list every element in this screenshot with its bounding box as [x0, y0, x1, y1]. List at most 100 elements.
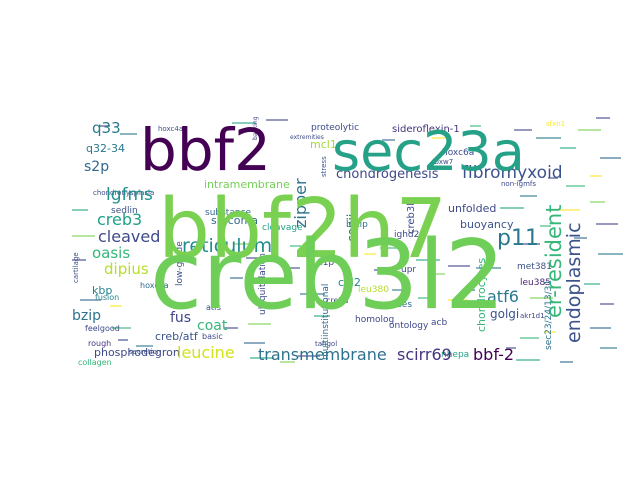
word-upr: upr	[401, 265, 416, 275]
word-intramembrane: intramembrane	[204, 178, 290, 191]
word-fibromyxoid: fibromyxoid	[462, 163, 563, 183]
word-stress: stress	[320, 156, 328, 177]
filler-word-mark	[418, 297, 429, 299]
filler-word-mark	[72, 209, 88, 211]
filler-word-mark	[224, 327, 238, 329]
word-akr1d1: akr1d1	[520, 312, 545, 320]
filler-word-mark	[536, 137, 561, 139]
filler-word-mark	[248, 323, 271, 325]
word-creb3l1: creb3l1	[406, 197, 417, 234]
filler-word-mark	[578, 129, 601, 131]
word-bbf-2: bbf-2	[473, 345, 514, 364]
word-hoxc8a: hoxc8a	[140, 281, 169, 290]
word-chondrogenesis: chondrogenesis	[336, 167, 439, 182]
word-non-igmfs: non-igmfs	[501, 180, 536, 188]
word-proteolytic: proteolytic	[311, 123, 359, 133]
filler-word-mark	[300, 293, 325, 295]
word-dipius: dipius	[104, 260, 149, 278]
filler-word-mark	[590, 327, 611, 329]
filler-word-mark	[136, 345, 153, 347]
filler-word-mark	[244, 130, 259, 132]
filler-word-mark	[118, 339, 128, 341]
filler-word-mark	[566, 185, 585, 187]
filler-word-mark	[234, 243, 249, 245]
filler-word-mark	[560, 361, 573, 363]
word-creb-atf: creb/atf	[155, 330, 199, 343]
filler-word-mark	[112, 327, 131, 329]
filler-word-mark	[520, 337, 539, 339]
word-atf6: atf6	[487, 287, 519, 306]
word-low-grade: low-grade	[175, 241, 185, 286]
word-collagen: collagen	[78, 358, 112, 367]
filler-word-mark	[120, 133, 137, 135]
word-fbxw7: fbxw7	[432, 158, 453, 166]
filler-word-mark	[72, 259, 86, 261]
word-kbp: kbp	[92, 284, 112, 297]
filler-word-mark	[460, 241, 478, 243]
word-chondrodysplasia: chondrodysplasia	[93, 189, 154, 197]
word-bbf2: bbf2	[140, 116, 271, 184]
filler-word-mark	[520, 195, 537, 197]
filler-word-mark	[282, 267, 300, 269]
word-s1p: s1p	[318, 258, 334, 268]
word-cleaved: cleaved	[98, 227, 160, 246]
filler-word-mark	[250, 357, 274, 359]
word-ighd2: ighd2	[394, 230, 419, 240]
word-zipper: zipper	[291, 178, 310, 228]
word-met381: met381	[517, 262, 552, 272]
filler-word-mark	[314, 315, 330, 317]
word-leucine: leucine	[177, 343, 235, 362]
filler-word-mark	[432, 137, 452, 139]
word-reticulum: reticulum	[182, 235, 272, 257]
filler-word-mark	[600, 157, 621, 159]
word-substance: substance	[205, 208, 251, 218]
filler-word-mark	[280, 361, 295, 363]
word-multiinstitutional: multiinstitutional	[321, 284, 331, 360]
word-sec23a: sec23a	[332, 120, 525, 183]
word-nhepa: nhepa	[441, 350, 469, 360]
filler-word-mark	[598, 253, 623, 255]
word-phosphodegron: phosphodegron	[94, 346, 180, 359]
filler-word-mark	[72, 235, 95, 237]
word-col2: col2	[338, 276, 361, 289]
word-cleavage: cleavage	[262, 223, 303, 233]
filler-word-mark	[416, 259, 440, 261]
filler-word-mark	[596, 223, 618, 225]
word-sedlin: sedlin	[111, 206, 138, 216]
filler-word-mark	[80, 299, 101, 301]
filler-word-mark	[596, 117, 610, 119]
word-backing: backing	[252, 116, 259, 140]
word-sideroflexin-1: sideroflexin-1	[392, 124, 460, 135]
filler-word-mark	[232, 122, 256, 124]
filler-word-mark	[230, 277, 243, 279]
filler-word-mark	[600, 303, 614, 305]
word-atfs: atfs	[206, 303, 221, 312]
filler-word-mark	[392, 289, 409, 291]
filler-word-mark	[290, 245, 301, 247]
word-q33: q33	[92, 119, 121, 137]
word-lgfms: lgfms	[106, 185, 153, 205]
filler-word-mark	[266, 119, 288, 121]
word-creb3l2: creb3l2	[150, 221, 505, 331]
word-hoxc4a: hoxc4a	[158, 125, 183, 133]
word-copii: copii	[345, 214, 359, 242]
word-homolog: homolog	[355, 315, 394, 325]
word-oasis: oasis	[92, 244, 130, 262]
filler-word-mark	[298, 355, 320, 357]
word-creba: creba	[326, 296, 349, 305]
word-s2p: s2p	[84, 159, 109, 175]
filler-word-mark	[590, 201, 605, 203]
filler-word-mark	[110, 305, 122, 307]
word-leu385: leu385	[520, 278, 551, 288]
filler-word-mark	[560, 209, 580, 211]
filler-word-mark	[530, 297, 553, 299]
word-b-zip: b-zip	[346, 220, 368, 230]
word-acb: acb	[431, 318, 447, 328]
word-scirr69: scirr69	[397, 345, 452, 364]
filler-word-mark	[380, 247, 399, 249]
filler-word-mark	[574, 237, 587, 239]
word-nexuses: nexuses	[375, 300, 412, 310]
word-golgi: golgi	[490, 307, 519, 321]
word-creb3: creb3	[97, 210, 142, 229]
